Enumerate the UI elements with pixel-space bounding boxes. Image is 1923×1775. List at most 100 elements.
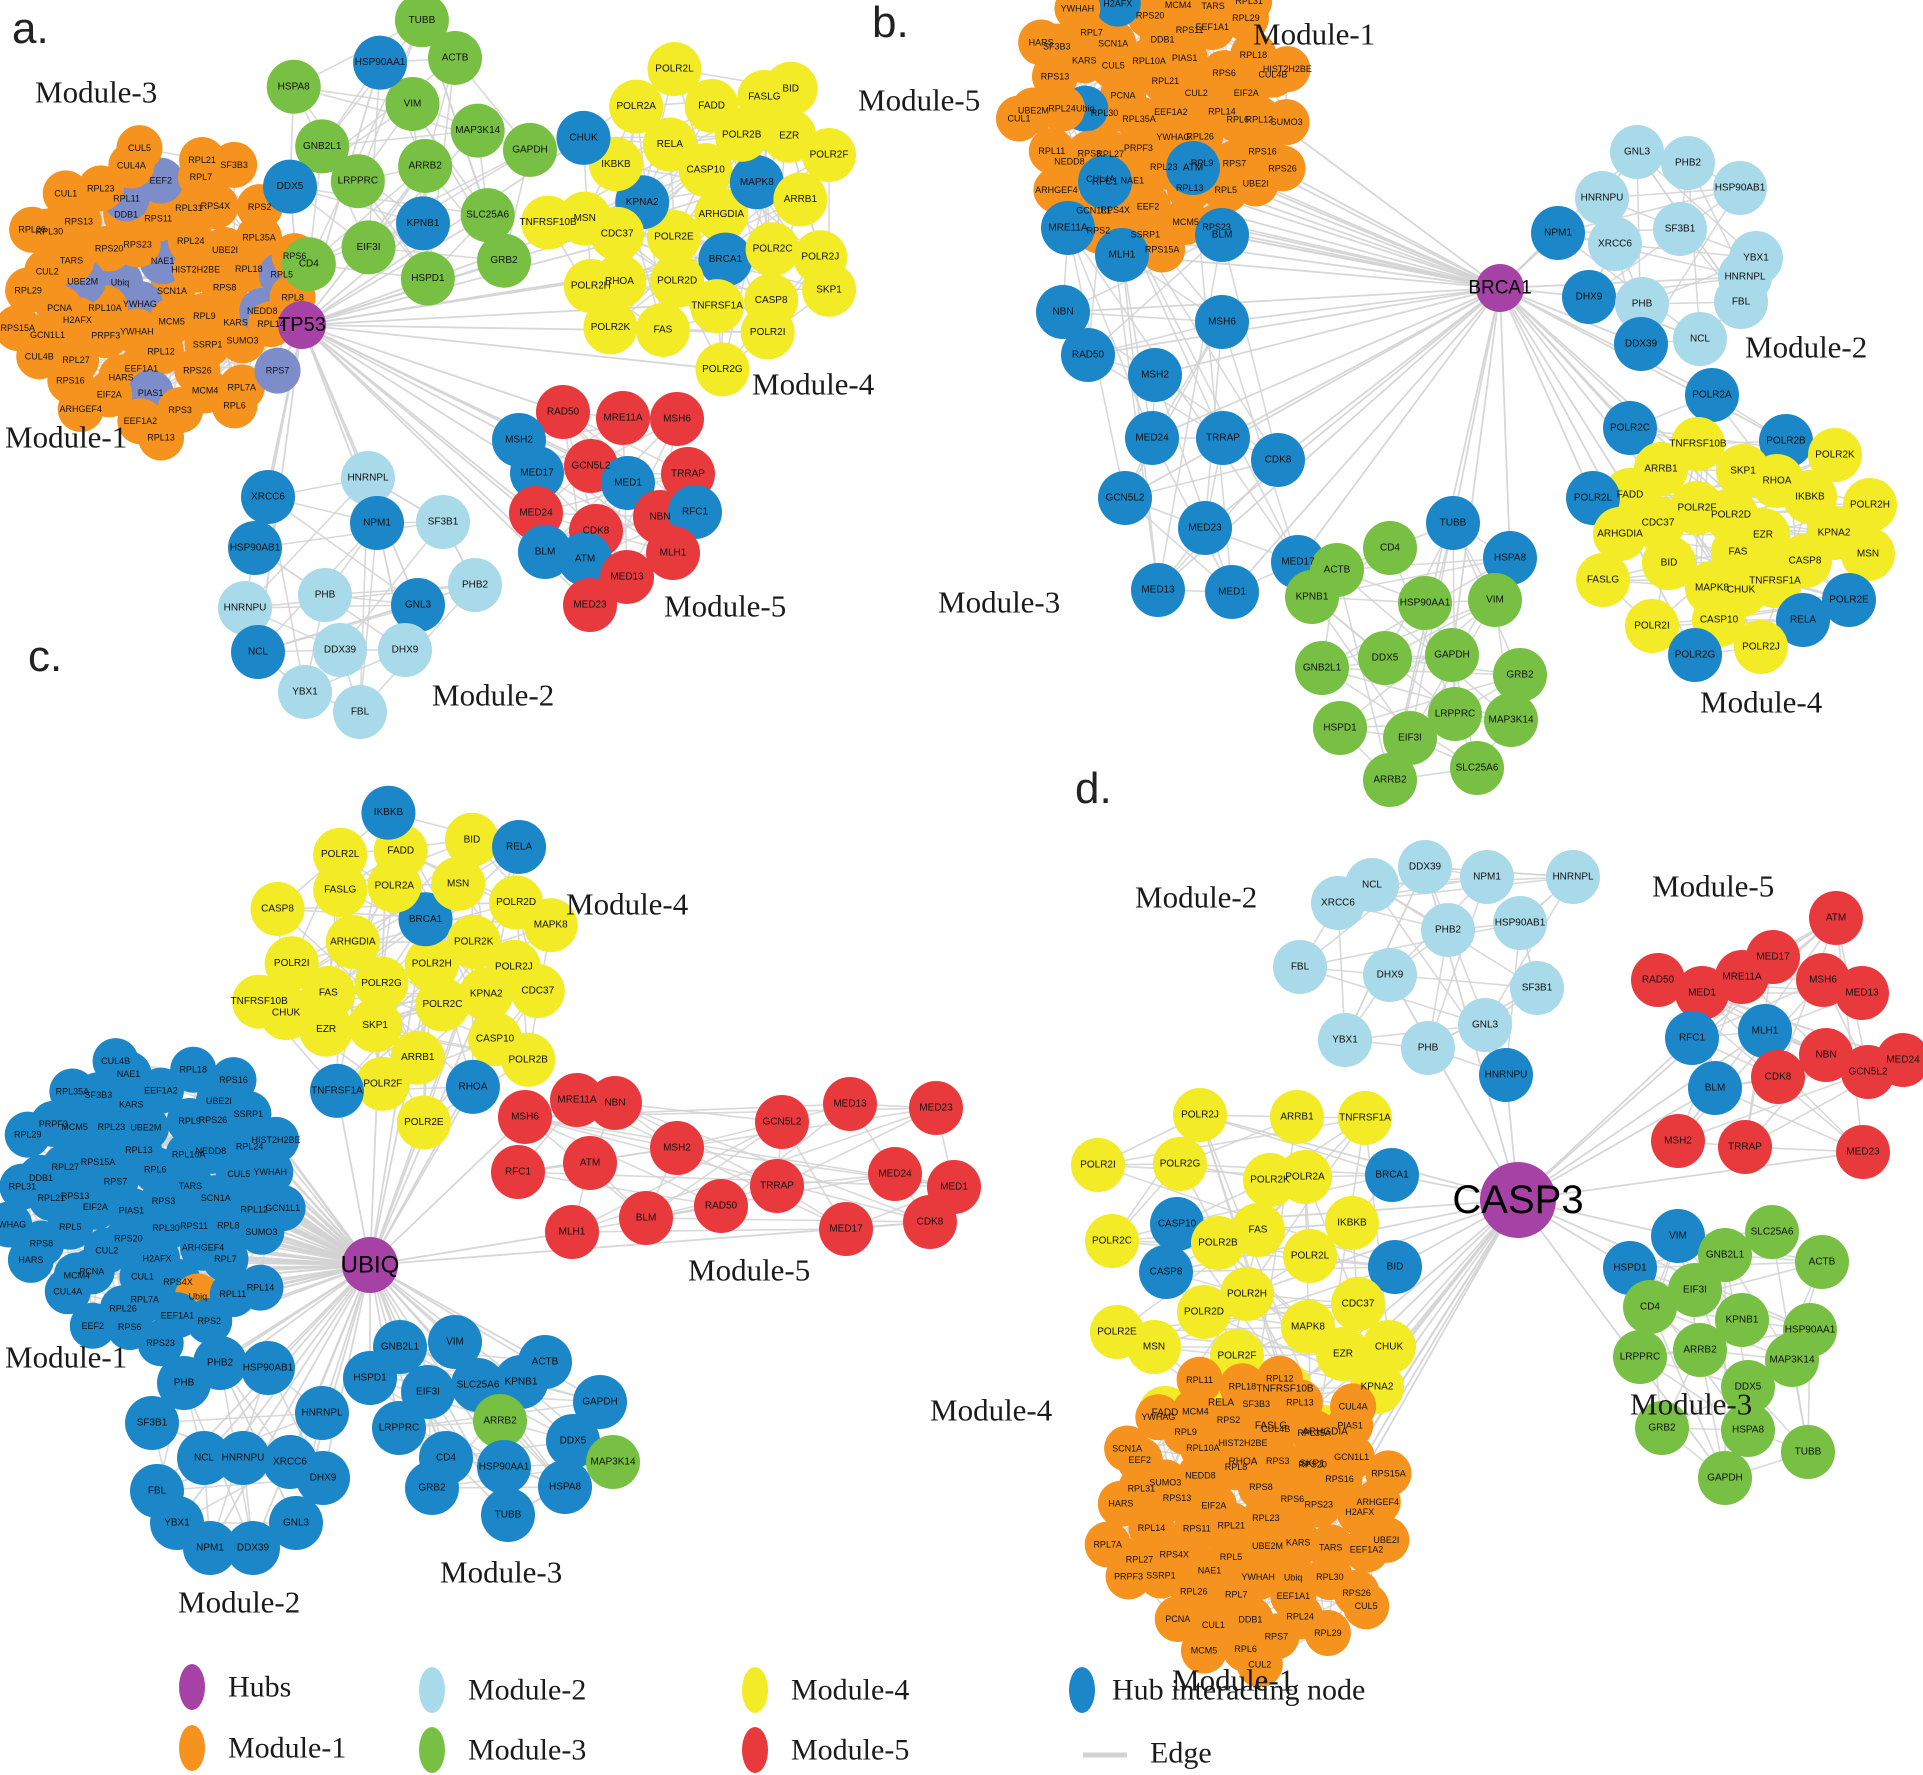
edge (367, 61, 381, 249)
legend-label: Module-3 (468, 1734, 586, 1767)
gene-node (348, 998, 403, 1053)
hub-edge (1062, 287, 1501, 313)
legend-swatch (419, 1667, 445, 1713)
gene-node (1095, 228, 1149, 282)
edge (1336, 569, 1391, 781)
gene-node (263, 159, 318, 214)
gene-node (619, 1191, 673, 1245)
gene-node (445, 1059, 500, 1114)
module-label: Module-4 (930, 1392, 1053, 1427)
gene-node (750, 1159, 804, 1213)
gene-node (1220, 1267, 1274, 1321)
gene-node (1154, 1595, 1201, 1642)
hub-edge (209, 1264, 371, 1549)
gene-node (1651, 1114, 1705, 1168)
hub-label: CASP3 (1452, 1178, 1583, 1222)
gene-node (1588, 217, 1642, 271)
gene-node (1343, 1583, 1390, 1630)
hub-edge (1169, 111, 1501, 289)
gene-node (177, 1431, 231, 1485)
edge (645, 1217, 931, 1223)
gene-node (1614, 317, 1668, 371)
gene-node (1283, 1229, 1337, 1283)
gene-node (1493, 896, 1547, 950)
gene-node (1153, 1137, 1207, 1191)
legend-swatch (742, 1727, 768, 1773)
hub-edge (369, 1116, 526, 1266)
hub-edge (1297, 287, 1501, 563)
module-label: Module-2 (178, 1584, 300, 1619)
gene-node (646, 210, 701, 265)
hub-edge (1087, 287, 1501, 356)
gene-node (394, 0, 449, 48)
gene-node (295, 119, 350, 174)
gene-node (354, 956, 409, 1011)
gene-node (1085, 1214, 1139, 1268)
gene-node (1714, 275, 1768, 329)
gene-node (1191, 1216, 1245, 1270)
gene-node (57, 386, 104, 433)
gene-node (210, 1057, 257, 1104)
gene-node (1313, 701, 1367, 755)
gene-node (0, 1163, 46, 1210)
hub-node (342, 1237, 398, 1293)
gene-node (502, 122, 557, 177)
hub-node (1476, 264, 1524, 312)
legend-label: Module-5 (791, 1734, 909, 1767)
gene-node (1398, 576, 1452, 630)
gene-node (536, 385, 590, 439)
panel-letter: c. (28, 632, 62, 681)
gene-node (116, 125, 163, 172)
gene-node (1304, 1610, 1351, 1657)
gene-node (1139, 1245, 1193, 1299)
gene-node (1331, 1277, 1385, 1331)
gene-node (44, 1268, 91, 1315)
legend-swatch (179, 1725, 205, 1771)
gene-node (1128, 348, 1182, 402)
gene-node (1041, 201, 1095, 255)
gene-node (600, 550, 654, 604)
gene-node (1603, 401, 1657, 455)
gene-node (1642, 536, 1696, 590)
gene-node (405, 1461, 459, 1515)
edge (776, 1107, 937, 1187)
hub-edge (1277, 287, 1501, 461)
gene-node (1071, 1138, 1125, 1192)
gene-node (170, 1046, 217, 1093)
panel-letter: a. (12, 4, 49, 53)
edge (1165, 1266, 1396, 1273)
gene-node (694, 1179, 748, 1233)
gene-node (1144, 0, 1181, 9)
gene-node (1285, 570, 1339, 624)
gene-node (1018, 19, 1065, 66)
gene-node (281, 237, 336, 292)
gene-node (1688, 1061, 1742, 1115)
gene-node (1383, 711, 1437, 765)
gene-node (588, 1076, 642, 1130)
gene-node (1421, 903, 1475, 957)
edge (1835, 917, 1864, 1153)
gene-node (278, 665, 332, 719)
edge (267, 496, 419, 606)
gene-node (1613, 1330, 1667, 1384)
gene-node (1668, 1263, 1722, 1317)
gene-node (477, 233, 532, 288)
gene-node (1192, 0, 1233, 12)
gene-node (1036, 285, 1090, 339)
gene-node (1358, 631, 1412, 685)
legend-swatch (742, 1667, 768, 1713)
module-label: Module-3 (440, 1554, 562, 1589)
gene-node (601, 456, 655, 510)
gene-node (1673, 1323, 1727, 1377)
gene-node (1338, 1091, 1392, 1145)
hub-edge (1204, 287, 1501, 529)
gene-node (1278, 1150, 1332, 1204)
gene-node (909, 1081, 963, 1135)
gene-node (1876, 1033, 1923, 1087)
gene-node (1468, 573, 1522, 627)
gene-node (415, 977, 470, 1032)
gene-node (309, 1063, 364, 1118)
gene-node (218, 581, 272, 635)
gene-node (1131, 563, 1185, 617)
